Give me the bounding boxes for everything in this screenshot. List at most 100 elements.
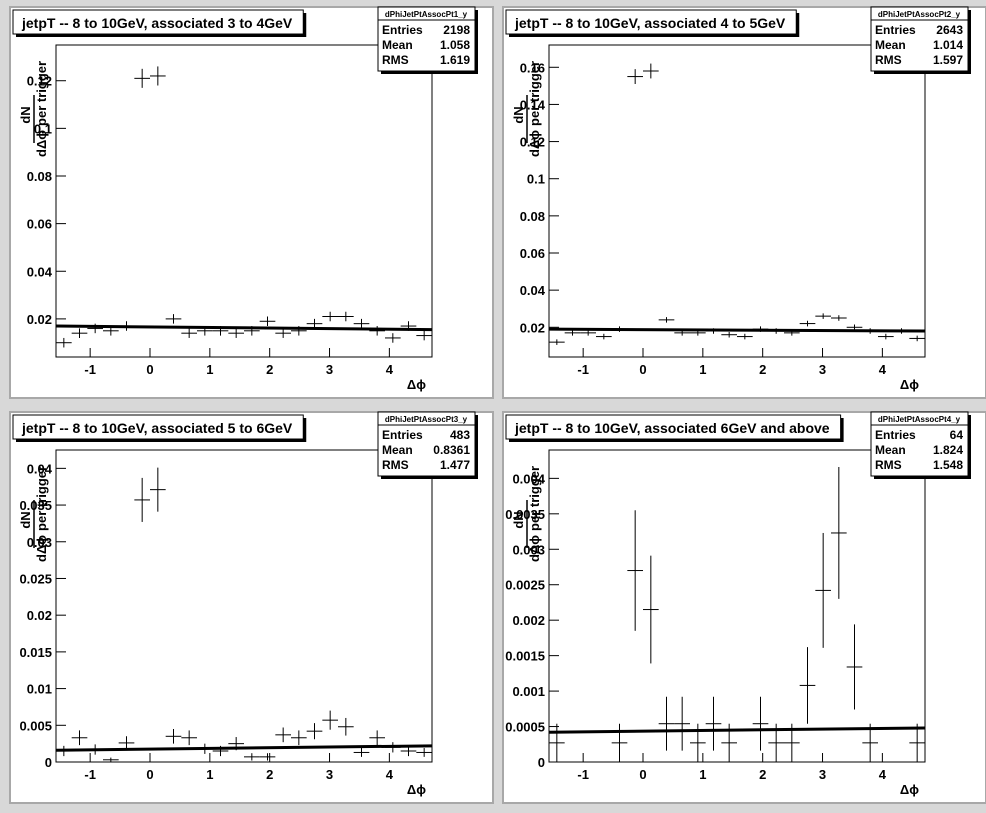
fit-line [55,744,433,752]
title-frame [12,414,304,440]
y-tick-label: 0.02 [27,608,52,623]
pad: -1 0 1 2 3 4 0 0.0005 0.001 0.0015 0.002 0.0025 0.00… [502,411,986,804]
x-tick-label: 2 [266,767,273,782]
x-axis-label: Δϕ [407,377,426,392]
stats-frame [377,411,476,477]
y-label-den: dΔϕ [34,535,49,562]
stats-value: 1.824 [933,443,963,457]
y-tick-label: 0.04 [520,283,546,298]
y-tick-label: 0.12 [27,74,52,89]
x-tick-label: 3 [819,362,826,377]
x-tick-label: 3 [819,767,826,782]
chart-title: jetpT -- 8 to 10GeV, associated 5 to 6Ge… [21,420,293,436]
x-tick-label: 4 [386,767,394,782]
x-tick-label: 3 [326,362,333,377]
y-tick-label: 0.1 [34,121,52,136]
stats-label: RMS [875,53,902,67]
y-tick-label: 0.004 [512,471,545,486]
y-tick-label: 0.0025 [505,578,545,593]
stats-value: 0.8361 [433,443,470,457]
y-tick-label: 0.1 [527,172,545,187]
y-label-denominator: dΔϕ per trigger [527,466,542,562]
x-tick-label: 3 [326,767,333,782]
stats-name: dPhiJetPtAssocPt4_y [878,415,961,424]
stats-box: dPhiJetPtAssocPt4_y Entries 64 Mean 1.824 RMS… [870,411,971,479]
stats-box: dPhiJetPtAssocPt3_y Entries 483 Mean 0.8361 R… [377,411,478,479]
x-tick-label: 2 [266,362,273,377]
y-tick-label: 0.06 [27,217,52,232]
stats-frame [870,6,969,72]
stats-value: 1.597 [933,53,963,67]
stats-label: Mean [875,443,906,457]
y-tick-label: 0.005 [19,718,52,733]
plot-frame [55,44,433,358]
y-label-den: dΔϕ [527,130,542,157]
y-tick-label: 0.08 [520,209,545,224]
y-tick-label: 0.16 [520,60,545,75]
pad: -1 0 1 2 3 4 0.02 0.04 0.06 0.08 0.1 0.12 0.14 0.16 Δϕ… [502,6,986,399]
stats-value: 1.014 [933,38,963,52]
stats-label: Mean [382,38,413,52]
y-tick-label: 0.08 [27,169,52,184]
stats-label: RMS [875,458,902,472]
y-tick-label: 0.02 [520,320,545,335]
x-tick-label: 1 [206,362,213,377]
y-label-suffix: per trigger [34,61,49,126]
stats-value: 2643 [936,23,963,37]
y-label-numerator: dN [18,106,33,123]
y-tick-label: 0.0015 [505,649,545,664]
stats-value: 483 [450,428,470,442]
y-tick-label: 0.0005 [505,720,545,735]
title-box: jetpT -- 8 to 10GeV, associated 6GeV and… [505,414,844,442]
stats-value: 64 [950,428,964,442]
y-label-numerator: dN [511,511,526,528]
y-tick-label: 0 [538,755,545,770]
fit-line [548,327,926,333]
stats-box: dPhiJetPtAssocPt1_y Entries 2198 Mean 1.058 R… [377,6,478,74]
stats-label: Mean [875,38,906,52]
y-label-suffix: per trigger [527,466,542,531]
y-tick-label: 0.035 [19,498,52,513]
y-tick-label: 0.002 [512,613,545,628]
y-label-suffix: per trigger [34,466,49,531]
stats-label: Mean [382,443,413,457]
x-tick-label: -1 [577,767,589,782]
y-label-denominator: dΔϕ per trigger [527,61,542,157]
plot-frame [548,449,926,763]
title-frame [505,9,797,35]
x-tick-label: 0 [639,767,646,782]
x-tick-label: -1 [84,362,96,377]
y-tick-label: 0.001 [512,684,545,699]
fit-line [548,726,926,734]
pad: -1 0 1 2 3 4 0 0.005 0.01 0.015 0.02 0.025 0.03 0.035… [9,411,494,804]
x-tick-label: 2 [759,767,766,782]
stats-name: dPhiJetPtAssocPt1_y [385,10,468,19]
y-label-numerator: dN [511,106,526,123]
stats-label: Entries [875,23,916,37]
x-tick-label: 0 [639,362,646,377]
x-tick-label: 4 [386,362,394,377]
x-tick-label: 1 [206,767,213,782]
x-tick-label: -1 [84,767,96,782]
y-label-suffix: per trigger [527,61,542,126]
y-label-numerator: dN [18,511,33,528]
x-tick-label: -1 [577,362,589,377]
plot-frame [548,44,926,358]
y-tick-label: 0.025 [19,571,52,586]
stats-value: 1.548 [933,458,963,472]
chart-title: jetpT -- 8 to 10GeV, associated 4 to 5Ge… [514,15,786,31]
x-axis-label: Δϕ [407,782,426,797]
title-box: jetpT -- 8 to 10GeV, associated 4 to 5Ge… [505,9,800,37]
title-box: jetpT -- 8 to 10GeV, associated 5 to 6Ge… [12,414,307,442]
plot-frame [55,449,433,763]
stats-frame [870,411,969,477]
stats-label: Entries [875,428,916,442]
y-tick-label: 0.01 [27,682,52,697]
title-frame [505,414,842,440]
y-label-denominator: dΔϕ per trigger [34,466,49,562]
